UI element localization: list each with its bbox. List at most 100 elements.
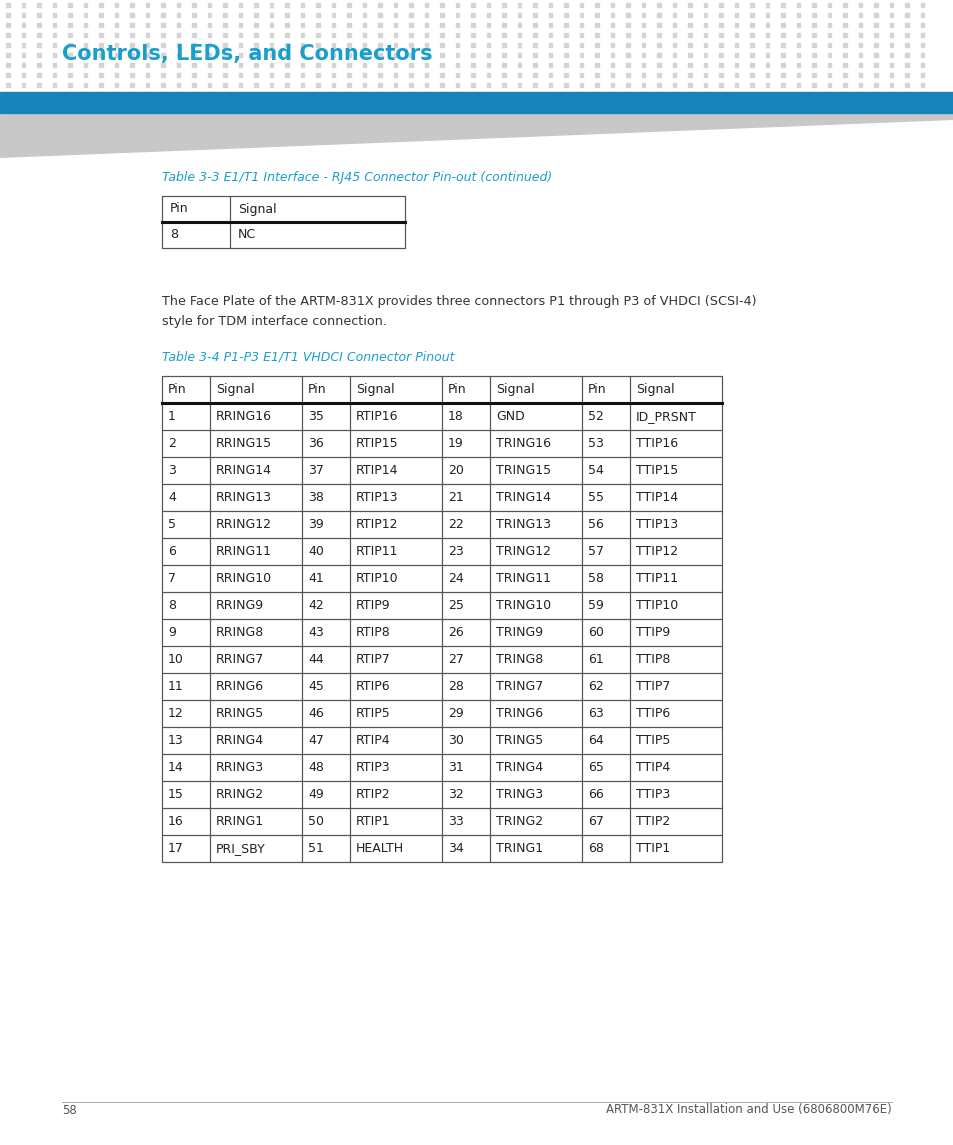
Bar [210, 808, 302, 835]
Bar [162, 564, 210, 592]
Text: 11: 11 [168, 680, 184, 693]
Text: 52: 52 [587, 410, 603, 423]
Bar [920, 23, 923, 26]
Text: RRING3: RRING3 [215, 761, 264, 774]
Bar [210, 592, 302, 619]
Bar [378, 23, 381, 26]
Bar [657, 23, 659, 26]
Bar [629, 457, 721, 484]
Text: TTIP3: TTIP3 [636, 788, 670, 802]
Bar [162, 431, 210, 457]
Bar [208, 84, 211, 87]
Bar [161, 44, 165, 47]
Bar [176, 54, 180, 56]
Bar [827, 63, 830, 66]
Bar [0, 92, 953, 113]
Text: Pin: Pin [587, 382, 606, 396]
Bar [161, 63, 165, 66]
Text: 46: 46 [308, 706, 323, 720]
Bar [99, 54, 103, 56]
Bar [629, 431, 721, 457]
Bar [350, 592, 441, 619]
Bar [347, 73, 351, 77]
Text: 2: 2 [168, 437, 175, 450]
Bar [114, 14, 118, 16]
Text: RRING8: RRING8 [215, 626, 264, 639]
Bar [238, 44, 242, 47]
Bar [52, 14, 56, 16]
Bar [193, 63, 195, 66]
Text: Controls, LEDs, and Connectors: Controls, LEDs, and Connectors [62, 44, 432, 64]
Bar [210, 511, 302, 538]
Bar [719, 84, 721, 87]
Bar [641, 44, 644, 47]
Bar [210, 403, 302, 431]
Bar [316, 33, 319, 37]
Bar [37, 63, 41, 66]
Bar [688, 84, 691, 87]
Text: 68: 68 [587, 842, 603, 855]
Bar [889, 33, 892, 37]
Bar [517, 14, 520, 16]
Bar [37, 14, 41, 16]
Bar [441, 564, 490, 592]
Bar [827, 3, 830, 7]
Bar [441, 511, 490, 538]
Bar [7, 73, 10, 77]
Bar [750, 14, 753, 16]
Bar [796, 23, 800, 26]
Text: 61: 61 [587, 653, 603, 666]
Bar [920, 3, 923, 7]
Bar [52, 23, 56, 26]
Bar [533, 84, 536, 87]
Bar [626, 23, 629, 26]
Bar [409, 14, 412, 16]
Polygon shape [0, 113, 953, 158]
Bar [672, 84, 676, 87]
Bar [37, 3, 41, 7]
Bar [300, 84, 304, 87]
Bar [378, 63, 381, 66]
Bar [490, 646, 581, 673]
Bar [350, 673, 441, 700]
Text: 6: 6 [168, 545, 175, 558]
Bar [69, 63, 71, 66]
Text: Signal: Signal [636, 382, 674, 396]
Bar [114, 33, 118, 37]
Bar [270, 44, 273, 47]
Bar [440, 84, 443, 87]
Bar [812, 73, 815, 77]
Bar [781, 3, 783, 7]
Bar [734, 23, 738, 26]
Bar [176, 84, 180, 87]
Bar [441, 646, 490, 673]
Bar [37, 44, 41, 47]
Bar [579, 3, 582, 7]
Text: 8: 8 [168, 599, 175, 611]
Text: The Face Plate of the ARTM-831X provides three connectors P1 through P3 of VHDCI: The Face Plate of the ARTM-831X provides… [162, 295, 756, 308]
Bar [424, 14, 428, 16]
Bar [146, 14, 149, 16]
Bar [441, 808, 490, 835]
Bar [781, 84, 783, 87]
Text: TTIP15: TTIP15 [636, 464, 678, 477]
Text: TTIP8: TTIP8 [636, 653, 670, 666]
Bar [874, 14, 877, 16]
Text: RRING14: RRING14 [215, 464, 272, 477]
Bar [610, 23, 614, 26]
Text: TTIP11: TTIP11 [636, 572, 678, 585]
Text: RTIP10: RTIP10 [355, 572, 398, 585]
Bar [502, 73, 505, 77]
Bar [84, 63, 87, 66]
Bar [440, 73, 443, 77]
Text: RTIP4: RTIP4 [355, 734, 390, 747]
Bar [502, 84, 505, 87]
Text: 8: 8 [170, 229, 178, 242]
Bar [610, 63, 614, 66]
Bar [796, 33, 800, 37]
Bar [734, 54, 738, 56]
Bar [629, 781, 721, 808]
Bar [52, 54, 56, 56]
Bar [564, 44, 567, 47]
Bar [781, 73, 783, 77]
